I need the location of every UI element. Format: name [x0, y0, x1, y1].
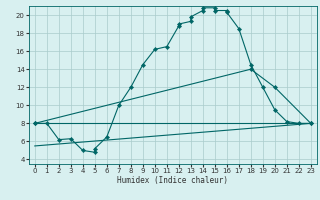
X-axis label: Humidex (Indice chaleur): Humidex (Indice chaleur) [117, 176, 228, 185]
